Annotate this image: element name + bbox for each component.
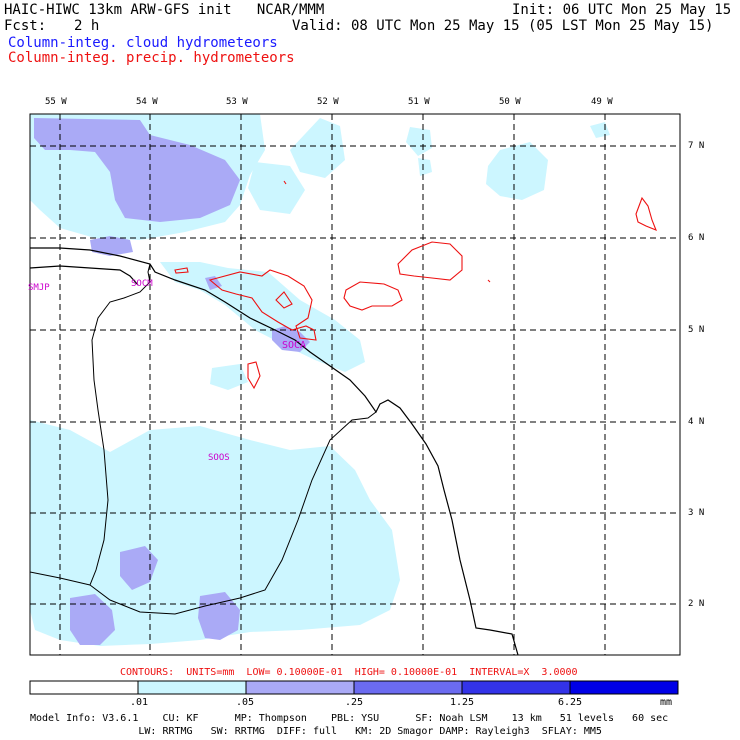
- country-borders: [30, 263, 377, 615]
- lat-label: 3 N: [688, 508, 705, 518]
- colorbar-label: .25: [345, 697, 364, 708]
- precip-legend-label: Column-integ. precip. hydrometeors: [8, 50, 295, 66]
- station-label-soos: SOOS: [208, 453, 230, 463]
- model-info-line1: Model Info: V3.6.1 CU: KF MP: Thompson P…: [30, 713, 669, 724]
- lon-label: 54 W: [136, 97, 158, 107]
- station-label-smjp: SMJP: [28, 283, 50, 293]
- fcst-value: 2 h: [74, 18, 100, 34]
- contour-info: CONTOURS: UNITS=mm LOW= 0.10000E-01 HIGH…: [120, 667, 578, 678]
- lat-label: 4 N: [688, 417, 705, 427]
- lat-label: 6 N: [688, 233, 705, 243]
- lon-label: 50 W: [499, 97, 521, 107]
- lon-label: 49 W: [591, 97, 613, 107]
- lat-label: 5 N: [688, 325, 705, 335]
- fcst-label: Fcst:: [4, 18, 47, 34]
- init-time: Init: 06 UTC Mon 25 May 15: [512, 2, 732, 18]
- station-label-socm: SOCM: [131, 279, 153, 289]
- header-title: HAIC-HIWC 13km ARW-GFS init NCAR/MMM: [4, 2, 325, 18]
- precip-contours: [174, 180, 657, 390]
- cloud-legend-label: Column-integ. cloud hydrometeors: [8, 35, 278, 51]
- station-label-soca: SOCA: [282, 340, 307, 351]
- coastline: [30, 247, 519, 655]
- lat-lon-grid: [30, 114, 680, 655]
- lon-label: 55 W: [45, 97, 67, 107]
- lat-label: 7 N: [688, 141, 705, 151]
- lat-label: 2 N: [688, 599, 705, 609]
- valid-time: Valid: 08 UTC Mon 25 May 15 (05 LST Mon …: [292, 18, 714, 34]
- colorbar-label: 1.25: [450, 697, 475, 708]
- map-frame: [29, 113, 681, 656]
- lon-label: 53 W: [226, 97, 248, 107]
- colorbar-label: .05: [236, 697, 255, 708]
- colorbar-units: mm: [660, 697, 673, 708]
- lon-label: 51 W: [408, 97, 430, 107]
- colorbar-label: .01: [130, 697, 149, 708]
- lon-label: 52 W: [317, 97, 339, 107]
- model-info-line2: LW: RRTMG SW: RRTMG DIFF: full KM: 2D Sm…: [30, 726, 602, 737]
- colorbar-label: 6.25: [558, 697, 583, 708]
- cloud-mid-areas: [34, 118, 310, 645]
